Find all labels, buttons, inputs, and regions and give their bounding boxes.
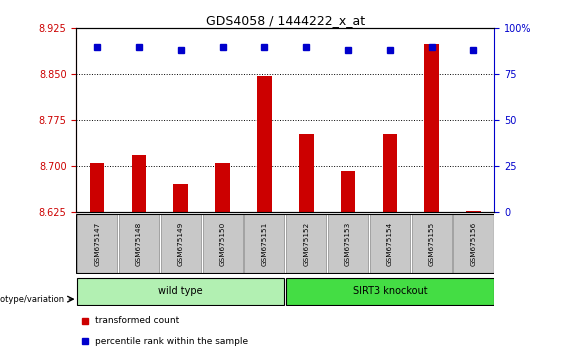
Text: transformed count: transformed count	[95, 316, 179, 325]
Text: GSM675155: GSM675155	[429, 221, 434, 266]
Bar	[90, 163, 105, 212]
Text: percentile rank within the sample: percentile rank within the sample	[95, 337, 248, 346]
Bar	[202, 214, 243, 273]
Bar	[132, 155, 146, 212]
Title: GDS4058 / 1444222_x_at: GDS4058 / 1444222_x_at	[206, 14, 365, 27]
Bar	[411, 214, 452, 273]
Bar	[160, 214, 201, 273]
Bar	[370, 214, 410, 273]
Text: wild type: wild type	[159, 286, 203, 296]
Text: GSM675151: GSM675151	[262, 221, 267, 266]
Bar	[286, 214, 327, 273]
Bar	[328, 214, 368, 273]
Text: GSM675150: GSM675150	[220, 221, 225, 266]
Bar	[257, 76, 272, 212]
Bar	[424, 44, 439, 212]
Bar	[244, 214, 285, 273]
Text: GSM675154: GSM675154	[387, 221, 393, 266]
Text: GSM675148: GSM675148	[136, 221, 142, 266]
Bar	[77, 214, 118, 273]
Bar	[286, 278, 494, 305]
Text: GSM675152: GSM675152	[303, 221, 309, 266]
Bar	[299, 135, 314, 212]
Bar	[119, 214, 159, 273]
Text: GSM675147: GSM675147	[94, 221, 100, 266]
Text: GSM675156: GSM675156	[471, 221, 476, 266]
Bar	[215, 163, 230, 212]
Text: genotype/variation: genotype/variation	[0, 295, 65, 304]
Bar	[341, 171, 355, 212]
Bar	[453, 214, 494, 273]
Bar	[77, 278, 285, 305]
Bar	[466, 211, 481, 212]
Text: GSM675149: GSM675149	[178, 221, 184, 266]
Bar	[173, 184, 188, 212]
Text: SIRT3 knockout: SIRT3 knockout	[353, 286, 427, 296]
Text: GSM675153: GSM675153	[345, 221, 351, 266]
Bar	[383, 135, 397, 212]
